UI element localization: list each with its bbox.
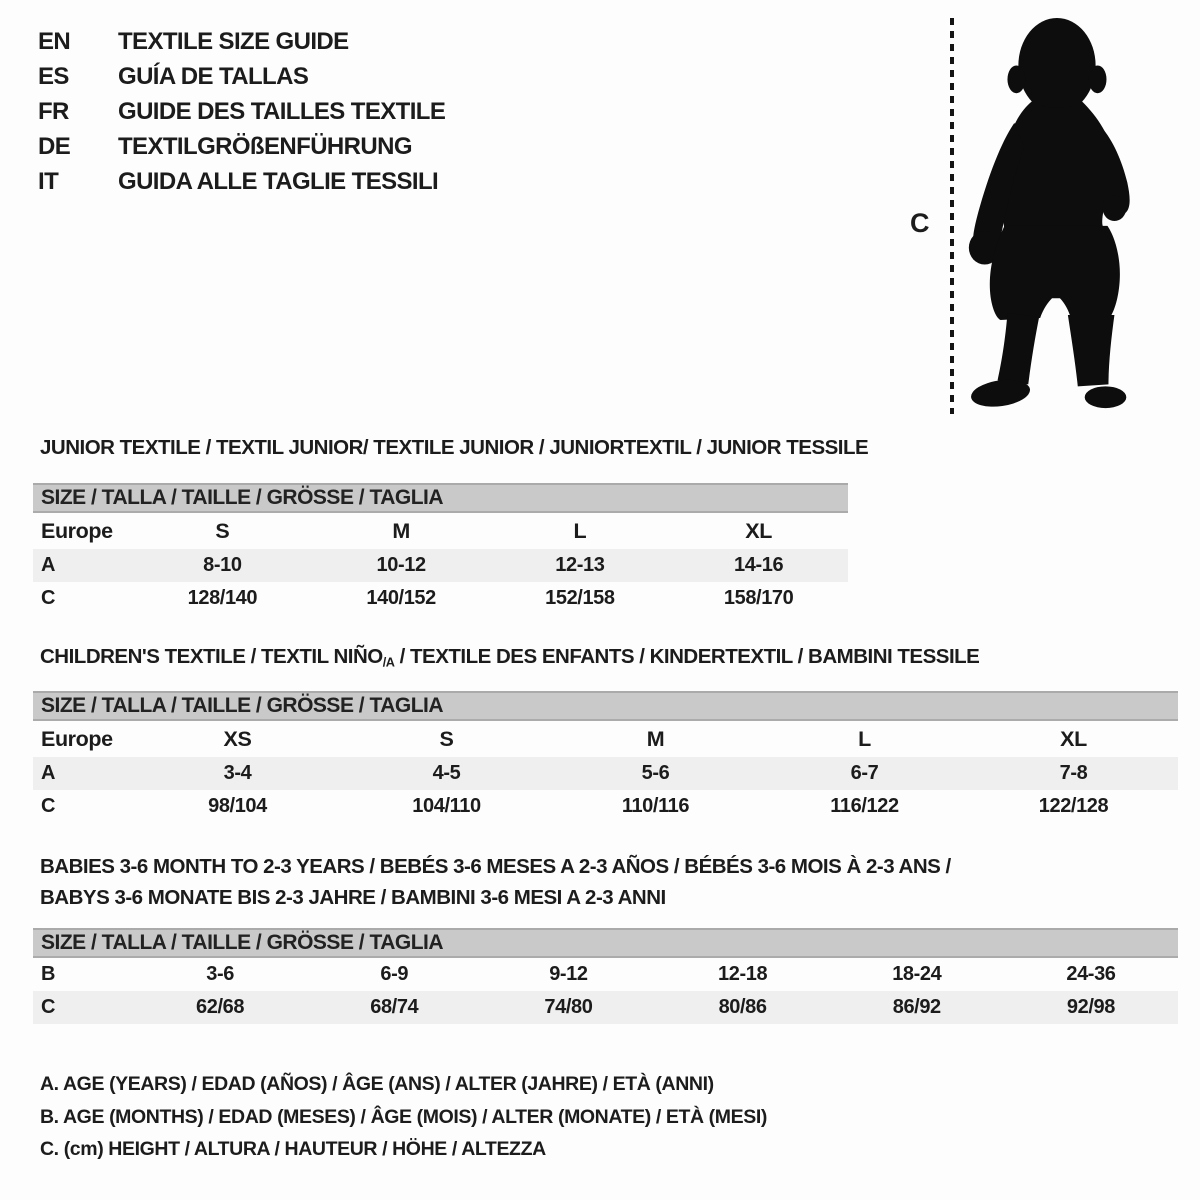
children-title-suffix: / TEXTILE DES ENFANTS / KINDERTEXTIL / B… [394, 645, 980, 668]
value-cell: 74/80 [544, 996, 593, 1018]
size-cell: M [646, 726, 665, 751]
size-cell: L [858, 726, 871, 751]
table-row-months: B 3-6 6-9 9-12 12-18 18-24 24-36 [33, 958, 1178, 991]
row-label: C [41, 996, 56, 1018]
language-label: GUIDA ALLE TAGLIE TESSILI [118, 167, 439, 195]
value-cell: 128/140 [187, 587, 258, 609]
language-code: EN [38, 27, 71, 55]
legend-line-b: B. AGE (MONTHS) / EDAD (MESES) / ÂGE (MO… [40, 1105, 767, 1128]
value-cell: 14-16 [734, 554, 784, 576]
value-cell: 6-9 [380, 963, 409, 985]
value-cell: 6-7 [850, 762, 879, 784]
value-cell: 110/116 [621, 795, 690, 817]
table-row-height: C 128/140 140/152 152/158 158/170 [33, 582, 848, 615]
babies-title-line2: BABYS 3-6 MONATE BIS 2-3 JAHRE / BAMBINI… [40, 886, 666, 909]
value-cell: 24-36 [1066, 963, 1116, 985]
legend: A. AGE (YEARS) / EDAD (AÑOS) / ÂGE (ANS)… [40, 1068, 767, 1166]
toddler-silhouette-icon [968, 17, 1130, 409]
babies-section-title: BABIES 3-6 MONTH TO 2-3 YEARS / BEBÉS 3-… [40, 851, 951, 913]
size-cell: XL [745, 518, 772, 543]
row-label: A [41, 554, 56, 576]
row-label: C [41, 587, 56, 609]
language-row-de: DE TEXTILGRÖßENFÜHRUNG [38, 129, 445, 164]
table-header-band: SIZE / TALLA / TAILLE / GRÖSSE / TAGLIA [33, 483, 848, 513]
language-label: TEXTILGRÖßENFÜHRUNG [118, 132, 413, 160]
value-cell: 104/110 [412, 795, 481, 817]
table-row-sizes: Europe S M L XL [33, 513, 848, 549]
value-cell: 152/158 [545, 587, 615, 609]
language-row-en: EN TEXTILE SIZE GUIDE [38, 24, 445, 59]
table-row-age: A 8-10 10-12 12-13 14-16 [33, 549, 848, 582]
legend-line-a: A. AGE (YEARS) / EDAD (AÑOS) / ÂGE (ANS)… [40, 1073, 714, 1095]
value-cell: 4-5 [432, 762, 461, 784]
size-cell: S [215, 518, 230, 543]
language-list: EN TEXTILE SIZE GUIDE ES GUÍA DE TALLAS … [38, 24, 446, 199]
value-cell: 8-10 [203, 554, 242, 576]
value-cell: 116/122 [830, 795, 899, 817]
row-label: Europe [41, 726, 113, 751]
value-cell: 80/86 [718, 996, 767, 1018]
children-size-table: SIZE / TALLA / TAILLE / GRÖSSE / TAGLIA … [33, 691, 1178, 823]
row-label: C [41, 795, 56, 817]
value-cell: 3-6 [206, 963, 234, 985]
table-row-sizes: Europe XS S M L XL [33, 721, 1178, 757]
value-cell: 140/152 [366, 587, 436, 609]
row-label: B [41, 963, 56, 985]
height-measure-dashed-line [950, 18, 954, 414]
value-cell: 18-24 [892, 963, 942, 985]
size-cell: M [392, 518, 410, 543]
value-cell: 92/98 [1066, 996, 1115, 1018]
value-cell: 7-8 [1059, 762, 1088, 784]
value-cell: 158/170 [723, 587, 794, 609]
language-row-it: IT GUIDA ALLE TAGLIE TESSILI [38, 164, 445, 199]
value-cell: 12-13 [555, 554, 605, 576]
table-row-height: C 62/68 68/74 74/80 80/86 86/92 92/98 [33, 991, 1178, 1024]
size-cell: XS [223, 726, 252, 751]
junior-section-title: JUNIOR TEXTILE / TEXTIL JUNIOR/ TEXTILE … [40, 436, 869, 459]
junior-size-table: SIZE / TALLA / TAILLE / GRÖSSE / TAGLIA … [33, 483, 848, 615]
value-cell: 3-4 [223, 762, 252, 784]
value-cell: 62/68 [196, 996, 245, 1018]
size-cell: XL [1060, 726, 1087, 751]
value-cell: 68/74 [370, 996, 419, 1018]
children-title-subscript: /A [382, 654, 395, 670]
language-row-fr: FR GUIDE DES TAILLES TEXTILE [38, 94, 446, 129]
toddler-figure [960, 14, 1150, 420]
height-measure-label: C [910, 208, 930, 238]
row-label: Europe [41, 518, 113, 543]
value-cell: 10-12 [376, 554, 427, 576]
legend-line-c: C. (cm) HEIGHT / ALTURA / HAUTEUR / HÖHE… [40, 1138, 546, 1160]
table-row-height: C 98/104 104/110 110/116 116/122 122/128 [33, 790, 1178, 823]
language-label: GUIDE DES TAILLES TEXTILE [118, 97, 446, 125]
babies-title-line1: BABIES 3-6 MONTH TO 2-3 YEARS / BEBÉS 3-… [40, 855, 951, 878]
table-header-band: SIZE / TALLA / TAILLE / GRÖSSE / TAGLIA [33, 928, 1178, 958]
value-cell: 122/128 [1038, 795, 1109, 817]
size-cell: S [439, 726, 454, 751]
babies-size-table: SIZE / TALLA / TAILLE / GRÖSSE / TAGLIA … [33, 928, 1178, 1024]
size-cell: L [573, 518, 587, 543]
value-cell: 12-18 [718, 963, 768, 985]
language-code: DE [38, 132, 71, 160]
value-cell: 86/92 [892, 996, 941, 1018]
table-row-age: A 3-4 4-5 5-6 6-7 7-8 [33, 757, 1178, 790]
value-cell: 9-12 [549, 963, 588, 985]
language-label: TEXTILE SIZE GUIDE [118, 27, 349, 55]
value-cell: 5-6 [641, 762, 670, 784]
value-cell: 98/104 [208, 795, 267, 817]
language-code: IT [38, 167, 59, 195]
language-code: FR [38, 97, 69, 125]
language-label: GUÍA DE TALLAS [118, 62, 309, 90]
row-label: A [41, 762, 56, 784]
language-row-es: ES GUÍA DE TALLAS [38, 59, 445, 94]
children-title-prefix: CHILDREN'S TEXTILE / TEXTIL NIÑO [40, 645, 383, 668]
language-code: ES [38, 62, 69, 90]
children-section-title: CHILDREN'S TEXTILE / TEXTIL NIÑO/A / TEX… [40, 645, 980, 670]
table-header-band: SIZE / TALLA / TAILLE / GRÖSSE / TAGLIA [33, 691, 1178, 721]
